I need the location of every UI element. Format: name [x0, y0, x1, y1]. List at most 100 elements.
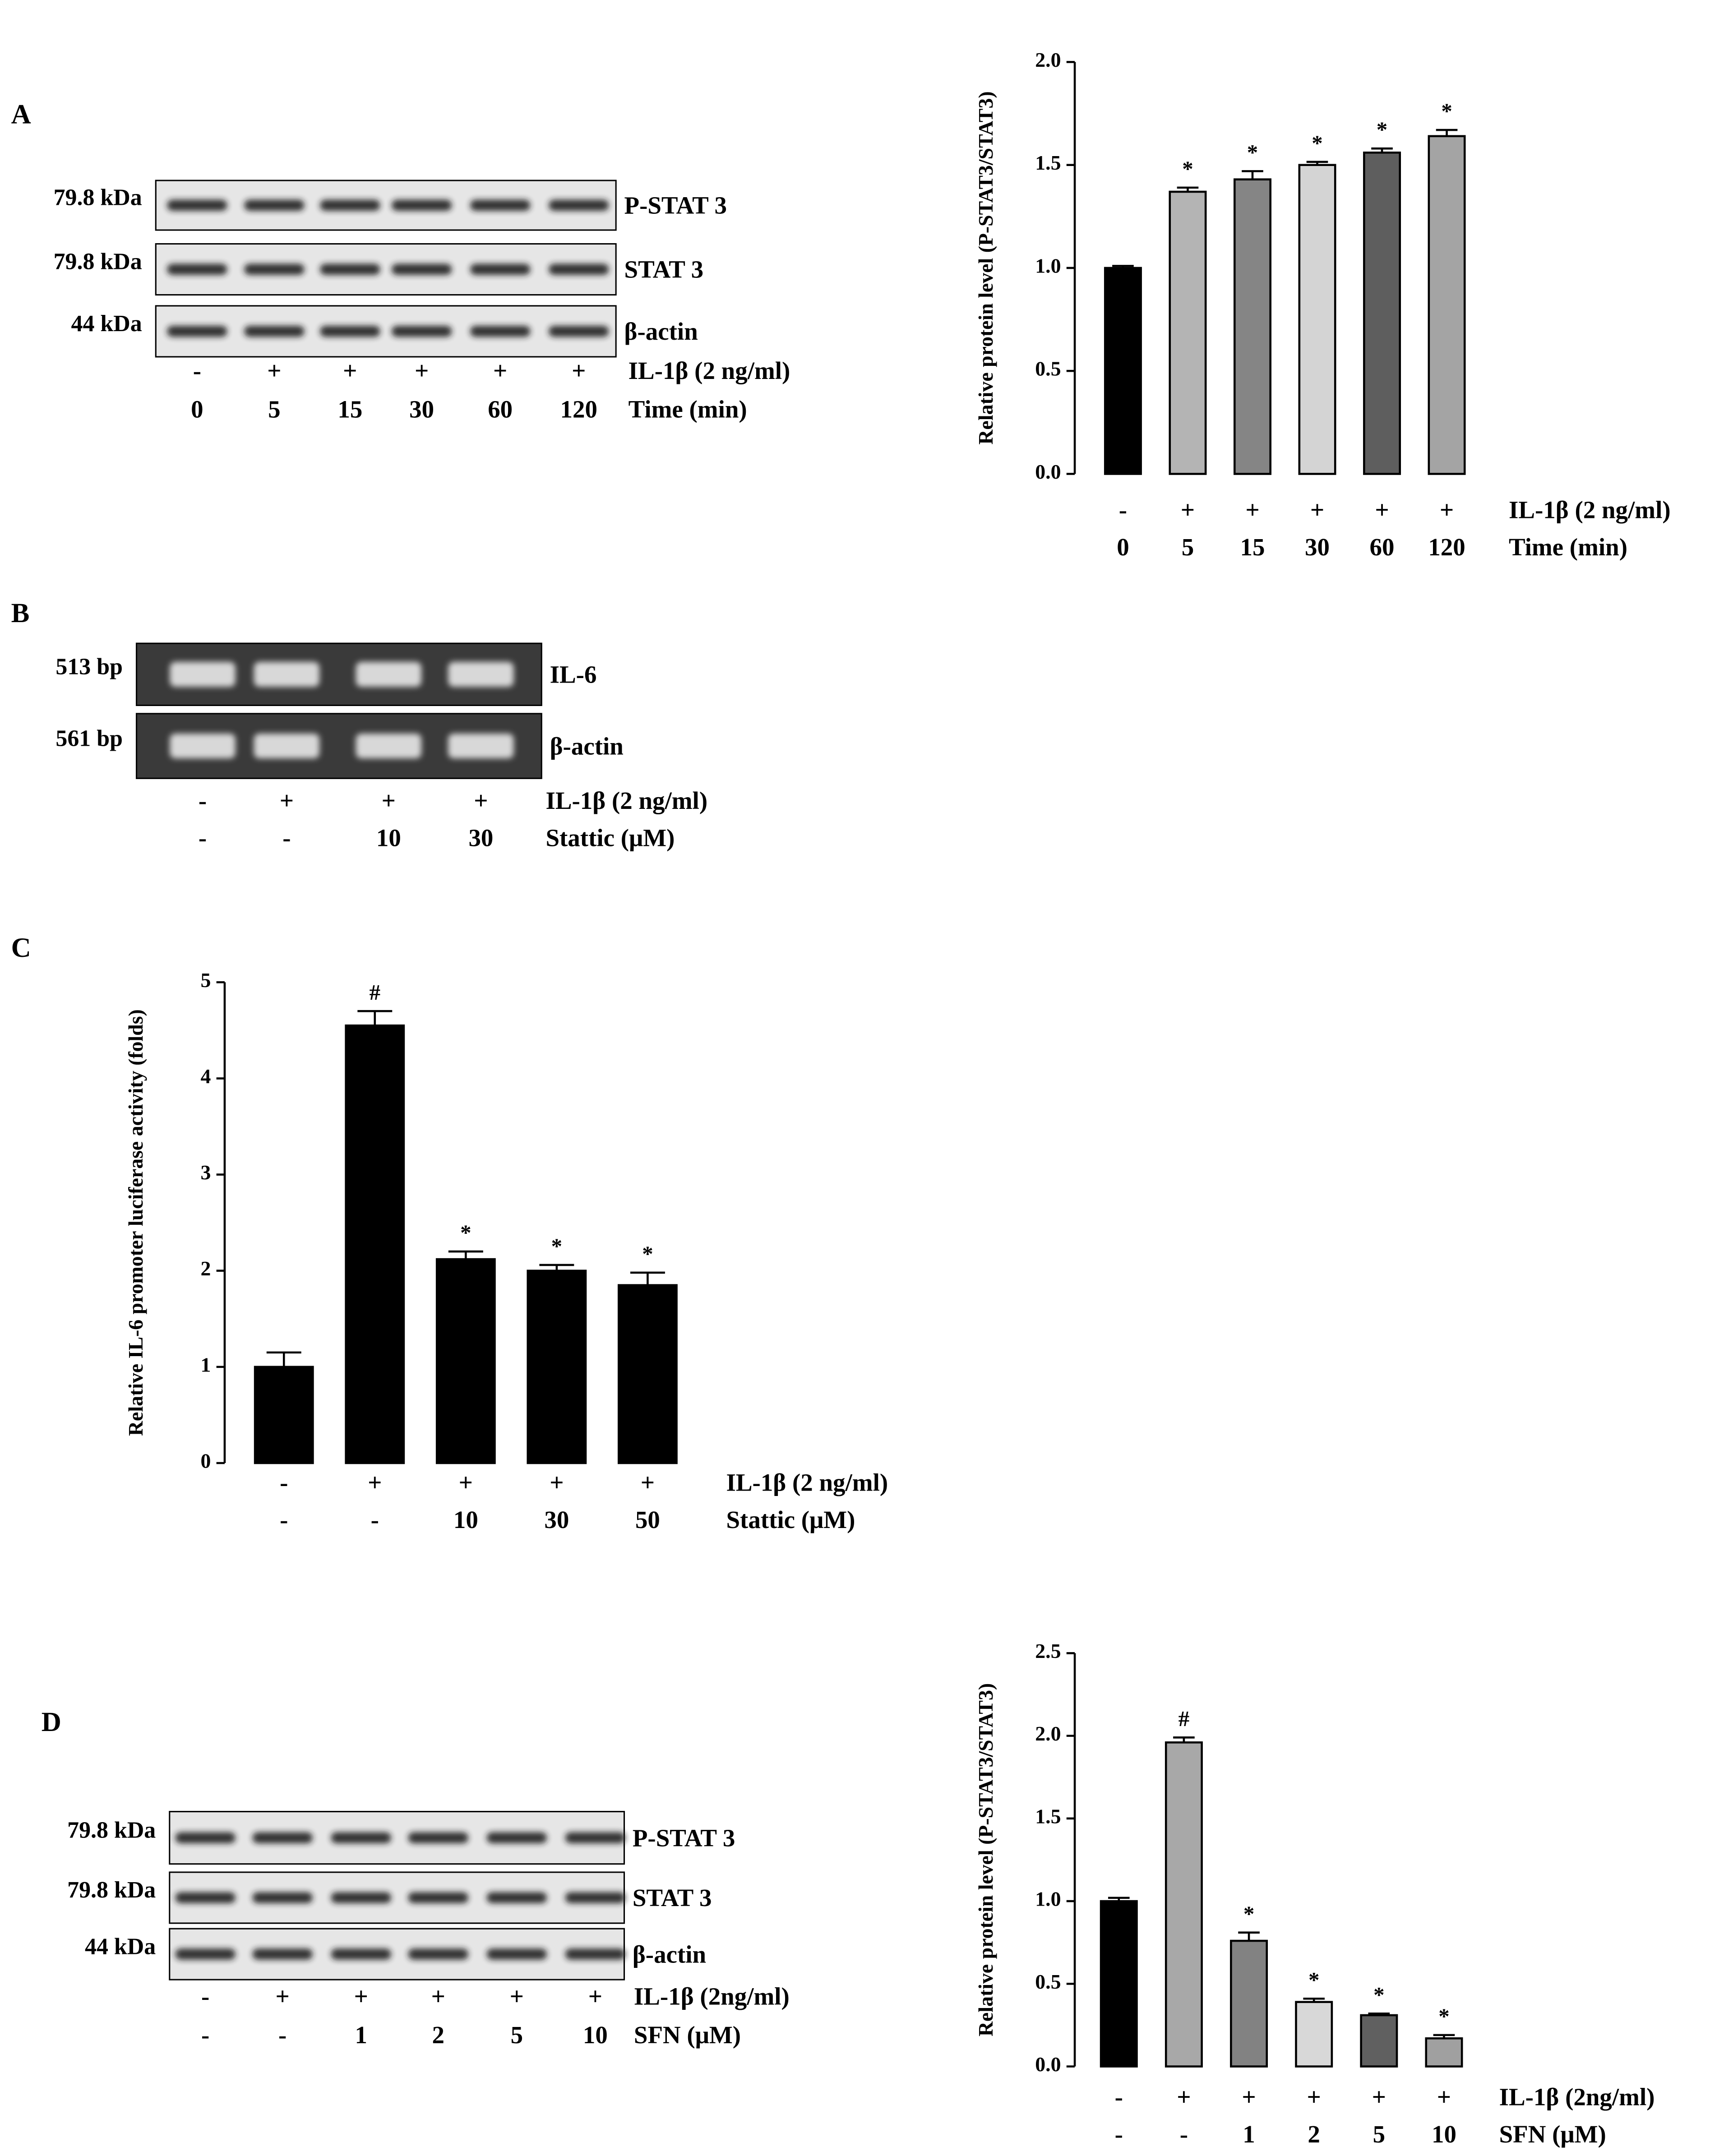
- bar: [1428, 135, 1466, 475]
- condition-value: +: [276, 1982, 290, 2010]
- y-tick-label: 2.0: [1035, 1722, 1061, 1745]
- significance-mark: *: [642, 1242, 653, 1266]
- error-bar: [1306, 161, 1328, 165]
- condition-value: +: [510, 1982, 524, 2010]
- x-row-value: -: [371, 1506, 379, 1533]
- condition-value: +: [493, 357, 507, 384]
- blot-size: 44 kDa: [71, 311, 142, 337]
- blot-strip: [155, 180, 617, 231]
- x-row-label: SFN (μM): [1499, 2120, 1606, 2148]
- band: [486, 1832, 547, 1843]
- condition-value: 30: [468, 824, 493, 851]
- blot-strip: [155, 305, 617, 358]
- error-bar: [1238, 1931, 1260, 1941]
- band: [170, 734, 236, 759]
- condition-value: 15: [337, 396, 362, 423]
- x-row-value: 10: [453, 1506, 478, 1533]
- bar: [1298, 164, 1336, 475]
- band: [565, 1832, 626, 1843]
- condition-value: -: [193, 357, 201, 384]
- significance-mark: *: [551, 1233, 562, 1258]
- bar: [1169, 190, 1207, 475]
- significance-mark: *: [1438, 2004, 1449, 2028]
- condition-value: +: [572, 357, 586, 384]
- band: [391, 326, 452, 337]
- condition-value: -: [278, 2021, 287, 2049]
- bar: [1104, 267, 1142, 475]
- error-bar: [1112, 265, 1134, 268]
- band: [470, 263, 531, 275]
- bar: [1230, 1939, 1268, 2068]
- blot-size: 561 bp: [55, 725, 123, 751]
- blot-name: STAT 3: [624, 256, 704, 283]
- blot-size: 79.8 kDa: [54, 185, 142, 211]
- y-tick-label: 1.0: [1035, 254, 1061, 277]
- condition-value: 60: [488, 396, 513, 423]
- x-row-value: 50: [635, 1506, 660, 1533]
- x-row-value: 15: [1240, 533, 1265, 561]
- significance-mark: #: [370, 980, 380, 1005]
- condition-label: SFN (μM): [634, 2021, 741, 2049]
- band: [167, 326, 227, 337]
- band: [470, 199, 531, 211]
- x-row-value: 30: [544, 1506, 569, 1533]
- x-row-value: +: [1372, 2083, 1386, 2110]
- bar: [527, 1270, 587, 1464]
- panel-label: D: [42, 1707, 61, 1737]
- y-tick-label: 0.5: [1035, 1970, 1061, 1993]
- condition-value: +: [431, 1982, 445, 2010]
- condition-value: -: [201, 1982, 209, 2010]
- blot-strip: [155, 243, 617, 296]
- bar: [1165, 1741, 1203, 2068]
- condition-value: -: [199, 787, 207, 814]
- y-tick-label: 2.0: [1035, 48, 1061, 71]
- condition-label: IL-1β (2ng/ml): [634, 1982, 790, 2010]
- band: [331, 1948, 391, 1960]
- significance-mark: *: [460, 1220, 471, 1245]
- y-tick-label: 4: [201, 1065, 211, 1088]
- error-bar: [1436, 129, 1458, 136]
- panel-label: A: [11, 100, 31, 130]
- error-bar: [1177, 186, 1199, 192]
- significance-mark: *: [1377, 117, 1387, 142]
- band: [549, 199, 609, 211]
- x-row-value: +: [641, 1468, 655, 1496]
- band: [448, 662, 514, 687]
- condition-label: IL-1β (2 ng/ml): [545, 787, 707, 814]
- error-bar: [1433, 2034, 1455, 2039]
- y-axis-label: Relative protein level (P-STAT3/STAT3): [974, 1683, 997, 2036]
- x-row-value: +: [1440, 496, 1454, 524]
- condition-value: 10: [376, 824, 401, 851]
- band: [356, 662, 421, 687]
- bar: [1100, 1900, 1138, 2068]
- condition-value: +: [343, 357, 357, 384]
- band: [252, 1832, 313, 1843]
- y-tick-label: 0.0: [1035, 2053, 1061, 2076]
- x-row-value: 5: [1373, 2120, 1385, 2148]
- y-tick-label: 5: [201, 969, 211, 992]
- significance-mark: *: [1441, 99, 1452, 124]
- x-row-label: IL-1β (2ng/ml): [1499, 2083, 1655, 2110]
- band: [320, 263, 380, 275]
- condition-value: -: [199, 824, 207, 851]
- bar: [1295, 2001, 1333, 2068]
- blot-name: β-actin: [633, 1940, 706, 1968]
- condition-value: 1: [355, 2021, 367, 2049]
- band: [244, 199, 305, 211]
- condition-label: Stattic (μM): [545, 824, 675, 851]
- error-bar: [266, 1351, 301, 1367]
- blot-name: STAT 3: [633, 1884, 712, 1911]
- blot-strip: [169, 1928, 625, 1981]
- error-bar: [357, 1010, 393, 1026]
- x-row-value: 120: [1428, 533, 1465, 561]
- condition-value: 5: [268, 396, 280, 423]
- band: [331, 1892, 391, 1903]
- error-bar: [1303, 1997, 1325, 2002]
- condition-value: +: [354, 1982, 368, 2010]
- band: [486, 1948, 547, 1960]
- y-axis-label: Relative protein level (P-STAT3/STAT3): [974, 91, 997, 444]
- band: [549, 263, 609, 275]
- band: [175, 1892, 236, 1903]
- x-row-value: +: [1245, 496, 1259, 524]
